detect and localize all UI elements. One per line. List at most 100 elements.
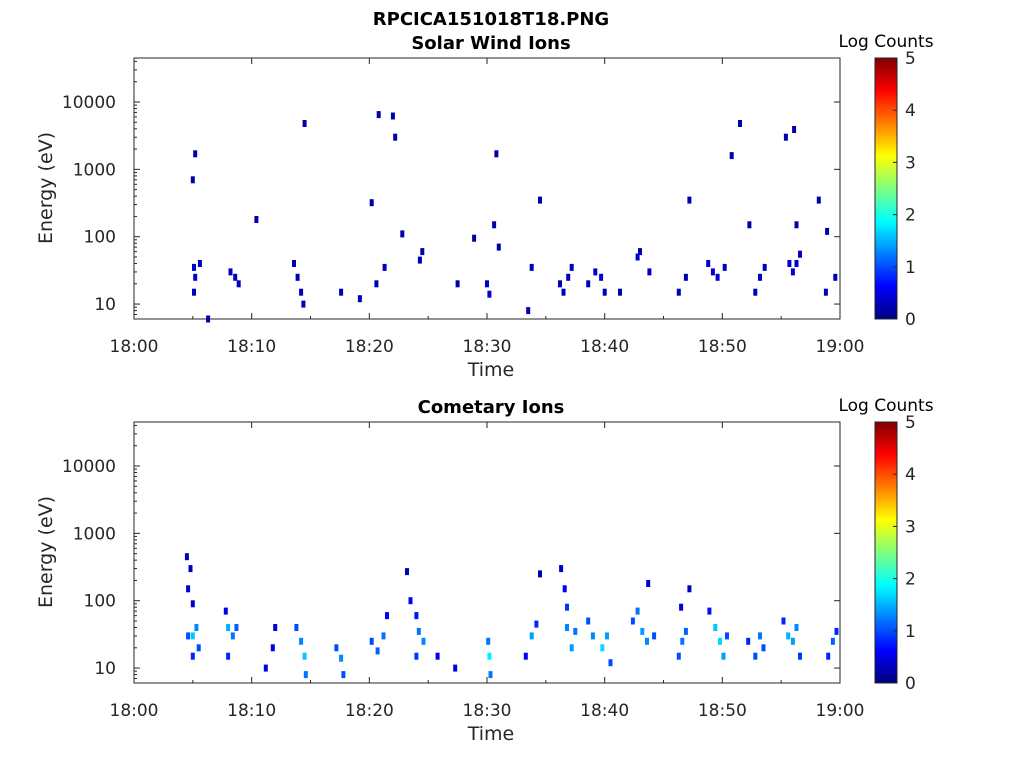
heatmap-cell	[453, 664, 458, 672]
heatmap-cell	[758, 273, 762, 281]
colorbar-tick-label: 2	[905, 206, 916, 226]
heatmap-cell	[729, 152, 734, 160]
heatmap-cell	[485, 280, 489, 288]
x-tick-label: 18:10	[227, 701, 276, 721]
heatmap-cell	[301, 300, 306, 308]
heatmap-cell	[417, 256, 422, 264]
heatmap-cell	[303, 671, 308, 679]
colorbar	[874, 57, 898, 320]
heatmap-cell	[435, 652, 440, 660]
x-tick-label: 18:20	[345, 337, 394, 357]
heatmap-cell	[602, 288, 607, 296]
heatmap-cell	[254, 216, 259, 223]
x-tick-label: 18:30	[463, 701, 512, 721]
heatmap-cell	[645, 637, 649, 645]
heatmap-cell	[273, 624, 278, 631]
heatmap-cell	[292, 260, 296, 267]
heatmap-cell	[753, 652, 758, 660]
heatmap-cell	[197, 260, 202, 267]
heatmap-cell	[753, 288, 758, 296]
heatmap-cell	[561, 288, 566, 296]
panel-title-cometary: Cometary Ions	[418, 397, 565, 418]
heatmap-cell	[376, 111, 381, 119]
heatmap-cell	[565, 624, 569, 631]
heatmap-cell	[270, 644, 275, 652]
heatmap-cell	[190, 652, 195, 660]
heatmap-cell	[713, 624, 718, 631]
heatmap-cell	[798, 250, 802, 258]
heatmap-cell	[494, 150, 499, 158]
heatmap-cell	[421, 637, 426, 645]
heatmap-cell	[559, 565, 564, 573]
heatmap-cell	[526, 307, 531, 315]
heatmap-cell	[538, 570, 542, 578]
heatmap-cell	[529, 263, 534, 271]
heatmap-cell	[374, 280, 379, 288]
heatmap-cell	[408, 597, 413, 605]
colorbar-tick-label: 1	[905, 622, 916, 642]
heatmap-cell	[683, 627, 688, 635]
axes-frame	[133, 57, 841, 320]
heatmap-cell	[196, 644, 201, 652]
colorbar-tick-label: 3	[905, 517, 916, 537]
heatmap-cell	[715, 273, 720, 281]
heatmap-cell	[420, 248, 425, 256]
heatmap-cell	[339, 288, 344, 296]
heatmap-cell	[830, 637, 835, 645]
heatmap-cell	[683, 273, 688, 281]
heatmap-cell	[790, 637, 795, 645]
y-axis-label-top: Energy (eV)	[35, 132, 57, 244]
heatmap-cell	[600, 644, 605, 652]
heatmap-cell	[569, 263, 574, 271]
heatmap-cell	[794, 624, 799, 631]
heatmap-cell	[826, 652, 831, 660]
colorbar-tick-label: 5	[905, 413, 916, 433]
heatmap-cell	[193, 150, 198, 158]
x-tick-label: 18:20	[345, 701, 394, 721]
heatmap-cell	[381, 632, 386, 640]
heatmap-cell	[496, 243, 501, 251]
heatmap-cell	[405, 568, 409, 576]
x-tick-label: 18:00	[110, 701, 159, 721]
heatmap-cell	[786, 632, 791, 640]
heatmap-cell	[534, 620, 539, 628]
heatmap-cell	[676, 652, 681, 660]
colorbar	[874, 421, 898, 684]
heatmap-cell	[455, 280, 460, 288]
y-tick-label: 10000	[62, 457, 116, 477]
heatmap-cell	[486, 637, 491, 645]
heatmap-cell	[746, 637, 751, 645]
x-axis-label-top: Time	[467, 359, 515, 381]
heatmap-cell	[586, 280, 591, 288]
heatmap-cell	[184, 553, 189, 561]
colorbar-label-bottom: Log Counts	[838, 396, 933, 416]
heatmap-cell	[382, 263, 387, 271]
colorbar-tick-label: 4	[905, 101, 916, 121]
solar-wind-panel: Solar Wind Ions Log Counts Time Energy (…	[35, 32, 934, 381]
y-tick-label: 10000	[62, 93, 116, 113]
heatmap-cell	[190, 600, 195, 608]
heatmap-cell	[529, 632, 534, 640]
heatmap-cell	[538, 196, 542, 204]
x-tick-label: 18:10	[227, 337, 276, 357]
x-axis-label-bottom: Time	[467, 723, 515, 745]
heatmap-cell	[687, 585, 692, 593]
heatmap-cell	[590, 632, 595, 640]
panel-title-solar-wind: Solar Wind Ions	[411, 33, 570, 54]
heatmap-cell	[562, 585, 567, 593]
heatmap-cell	[186, 585, 191, 593]
heatmap-cell	[223, 607, 228, 615]
heatmap-cell	[299, 637, 304, 645]
heatmap-cell	[792, 126, 797, 133]
heatmap-cell	[488, 671, 493, 679]
heatmap-cell	[393, 133, 398, 141]
heatmap-cell	[758, 632, 762, 640]
heatmap-cell	[385, 612, 389, 620]
heatmap-cell	[230, 632, 235, 640]
heatmap-cell	[635, 607, 640, 615]
heatmap-cell	[302, 120, 307, 127]
colorbar-tick-label: 5	[905, 49, 916, 69]
heatmap-cell	[676, 288, 681, 296]
heatmap-cell	[369, 199, 374, 207]
heatmap-cell	[593, 268, 598, 276]
